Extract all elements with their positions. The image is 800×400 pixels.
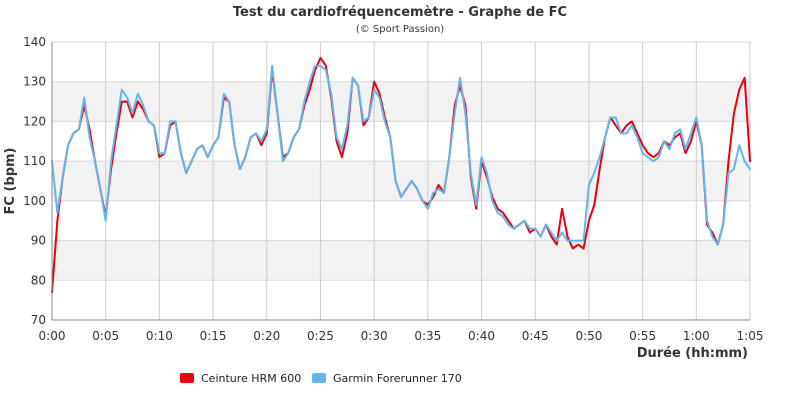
x-tick-label: 0:55 <box>629 329 656 343</box>
chart-subtitle: (© Sport Passion) <box>356 24 444 35</box>
legend-label: Garmin Forerunner 170 <box>333 372 462 385</box>
y-tick-label: 90 <box>31 234 46 248</box>
x-tick-label: 0:30 <box>361 329 388 343</box>
x-tick-label: 0:20 <box>253 329 280 343</box>
legend-label: Ceinture HRM 600 <box>201 372 301 385</box>
x-tick-label: 0:40 <box>468 329 495 343</box>
series-layer <box>51 56 751 294</box>
chart-title: Test du cardiofréquencemètre - Graphe de… <box>233 5 567 20</box>
x-tick-label: 1:05 <box>737 329 764 343</box>
legend-item: Ceinture HRM 600 <box>180 372 301 385</box>
y-axis-title: FC (bpm) <box>3 148 18 215</box>
x-tick-label: 0:15 <box>200 329 227 343</box>
legend: Ceinture HRM 600 Garmin Forerunner 170 <box>180 372 462 385</box>
x-axis-title: Durée (hh:mm) <box>637 346 748 361</box>
x-tick-label: 0:05 <box>92 329 119 343</box>
y-tick-label: 110 <box>23 154 46 168</box>
axes <box>51 42 750 321</box>
legend-swatch <box>180 373 194 383</box>
y-tick-label: 130 <box>23 75 46 89</box>
x-tick-label: 0:45 <box>522 329 549 343</box>
plot-band <box>52 240 750 281</box>
legend-item: Garmin Forerunner 170 <box>312 372 462 385</box>
plot-bands <box>52 81 750 281</box>
plot-band <box>52 81 750 122</box>
x-tick-label: 0:35 <box>414 329 441 343</box>
legend-swatch <box>312 373 326 383</box>
y-tick-label: 100 <box>23 194 46 208</box>
y-tick-label: 70 <box>31 313 46 327</box>
tick-labels: 70 80 90 100 110 120 130 140 0:00 0:05 0:10 0:15 0:2… <box>23 35 763 343</box>
y-tick-label: 140 <box>23 35 46 49</box>
x-tick-label: 0:25 <box>307 329 334 343</box>
y-tick-label: 120 <box>23 114 46 128</box>
x-tick-label: 0:50 <box>575 329 602 343</box>
x-tick-label: 0:00 <box>39 329 66 343</box>
y-tick-label: 80 <box>31 273 46 287</box>
x-tick-label: 0:10 <box>146 329 173 343</box>
x-tick-label: 1:00 <box>683 329 710 343</box>
series-line-forerunner170 <box>51 64 751 246</box>
